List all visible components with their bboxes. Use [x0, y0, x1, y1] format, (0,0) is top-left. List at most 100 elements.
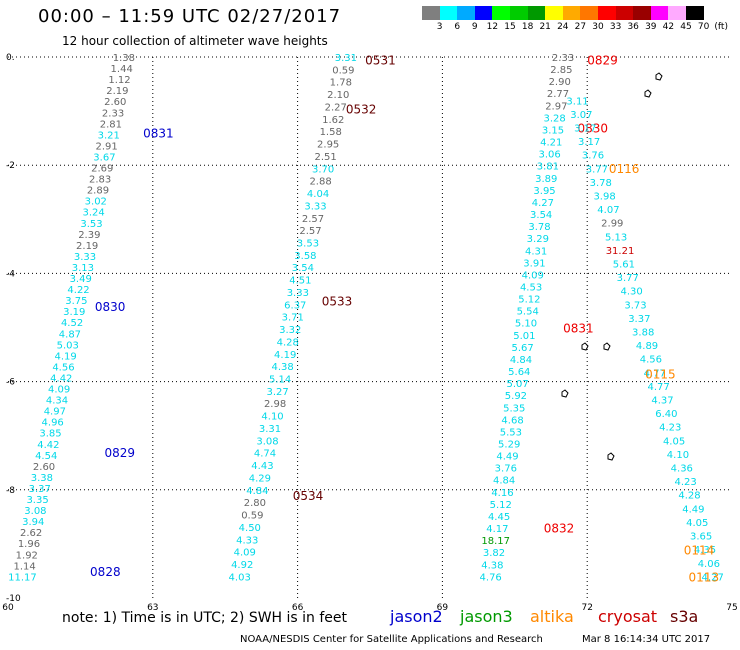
chart-title: 00:00 – 11:59 UTC 02/27/2017	[38, 6, 342, 27]
wave-height-value: 4.21	[540, 138, 562, 149]
pass-time-label: 0831	[143, 127, 174, 141]
pass-time-label: 0830	[578, 121, 609, 135]
wave-height-value: 4.42	[37, 440, 59, 451]
wave-height-value: 3.53	[297, 238, 319, 249]
color-scale-labels: 3 6 9 12 15 18 21 24 27 30 33 36 39 42 45 70 (ft)	[422, 22, 740, 34]
wave-height-value: 2.19	[76, 241, 98, 252]
wave-height-value: 5.07	[506, 379, 528, 390]
y-tick-label: -8	[6, 486, 15, 496]
x-tick-label: 60	[2, 603, 14, 613]
wave-height-value: 5.10	[515, 319, 537, 330]
wave-height-value: 2.57	[302, 214, 324, 225]
scale-swatch	[633, 6, 651, 20]
wave-height-value: 2.90	[549, 77, 571, 88]
wave-height-value: 3.53	[80, 219, 102, 230]
wave-height-value: 3.67	[93, 152, 115, 163]
wave-height-value: 2.98	[264, 399, 286, 410]
wave-height-value: 4.43	[251, 461, 273, 472]
wave-height-value: 3.89	[535, 174, 557, 185]
wave-height-value: 2.91	[95, 141, 117, 152]
wave-height-value: 4.84	[510, 355, 532, 366]
wave-height-value: 0.59	[241, 511, 263, 522]
wave-height-value: 4.29	[249, 473, 271, 484]
chart-subtitle: 12 hour collection of altimeter wave hei…	[62, 34, 328, 48]
land-outline	[603, 342, 611, 351]
wave-height-value: 4.45	[488, 512, 510, 523]
wave-height-value: 5.12	[518, 295, 540, 306]
wave-height-value: 4.77	[644, 368, 666, 379]
wave-height-value: 3.28	[544, 113, 566, 124]
x-tick-label: 66	[292, 603, 304, 613]
wave-height-value: 6.40	[655, 409, 677, 420]
wave-height-value: 4.92	[231, 560, 253, 571]
wave-height-value: 2.57	[299, 226, 321, 237]
scale-label: 39	[645, 22, 657, 32]
wave-height-value: 2.85	[550, 65, 572, 76]
wave-height-value: 2.51	[315, 152, 337, 163]
wave-height-value: 3.38	[31, 473, 53, 484]
wave-height-value: 3.31	[259, 424, 281, 435]
wave-height-value: 4.77	[648, 382, 670, 393]
wave-height-value: 4.68	[501, 415, 523, 426]
wave-height-value: 4.52	[61, 318, 83, 329]
wave-height-value: 1.78	[330, 78, 352, 89]
wave-height-value: 6.37	[284, 300, 306, 311]
wave-height-value: 5.14	[269, 375, 291, 386]
wave-height-value: 3.15	[542, 125, 564, 136]
wave-height-value: 2.77	[547, 89, 569, 100]
wave-height-value: 0.59	[332, 65, 354, 76]
wave-height-value: 31.21	[606, 246, 635, 257]
wave-height-value: 3.73	[624, 300, 646, 311]
wave-height-value: 2.39	[78, 230, 100, 241]
wave-height-value: 4.09	[234, 548, 256, 559]
wave-height-value: 2.10	[327, 90, 349, 101]
wave-height-value: 5.03	[57, 340, 79, 351]
wave-height-value: 5.61	[613, 260, 635, 271]
note-text: note: 1) Time is in UTC; 2) SWH is in fe…	[62, 610, 348, 626]
wave-height-value: 1.14	[14, 561, 36, 572]
wave-height-value: 3.33	[304, 201, 326, 212]
wave-height-value: 3.49	[70, 274, 92, 285]
wave-height-value: 3.29	[527, 234, 549, 245]
wave-height-value: 3.78	[590, 178, 612, 189]
y-tick-label: -2	[6, 161, 15, 171]
wave-height-value: 4.19	[54, 351, 76, 362]
pass-time-label: 0831	[563, 322, 594, 336]
wave-height-value: 3.08	[256, 436, 278, 447]
pass-time-label: 0113	[689, 570, 720, 584]
wave-height-value: 3.98	[593, 191, 615, 202]
wave-height-value: 4.31	[525, 246, 547, 257]
wave-height-value: 4.06	[698, 559, 720, 570]
scale-label: 9	[471, 22, 478, 32]
scale-swatch	[685, 6, 704, 20]
timestamp-text: Mar 8 16:14:34 UTC 2017	[582, 634, 711, 645]
wave-height-value: 3.24	[83, 208, 105, 219]
wave-height-value: 3.70	[312, 164, 334, 175]
wave-height-value: 4.34	[46, 396, 68, 407]
wave-height-value: 4.38	[481, 560, 503, 571]
wave-height-value: 3.33	[287, 288, 309, 299]
wave-height-value: 3.95	[533, 186, 555, 197]
wave-height-value: 4.17	[486, 524, 508, 535]
wave-height-value: 2.80	[244, 498, 266, 509]
pass-time-label: 0534	[293, 489, 324, 503]
wave-height-value: 5.67	[512, 343, 534, 354]
land-outline	[561, 389, 569, 398]
scale-swatch	[509, 6, 528, 20]
wave-height-value: 1.12	[108, 75, 130, 86]
wave-height-value: 11.17	[8, 572, 37, 583]
wave-height-value: 3.77	[617, 273, 639, 284]
wave-height-value: 4.05	[686, 518, 708, 529]
scale-swatch	[492, 6, 510, 20]
wave-height-value: 4.28	[678, 491, 700, 502]
scale-label: 27	[574, 22, 587, 32]
scale-label: 36	[627, 22, 639, 32]
pass-time-label: 0531	[365, 54, 396, 68]
wave-height-value: 3.32	[279, 325, 301, 336]
scale-swatch	[527, 6, 546, 20]
wave-height-value: 2.60	[33, 462, 55, 473]
wave-height-value: 4.09	[522, 270, 544, 281]
wave-height-value: 3.37	[29, 484, 51, 495]
wave-height-value: 4.84	[246, 486, 268, 497]
